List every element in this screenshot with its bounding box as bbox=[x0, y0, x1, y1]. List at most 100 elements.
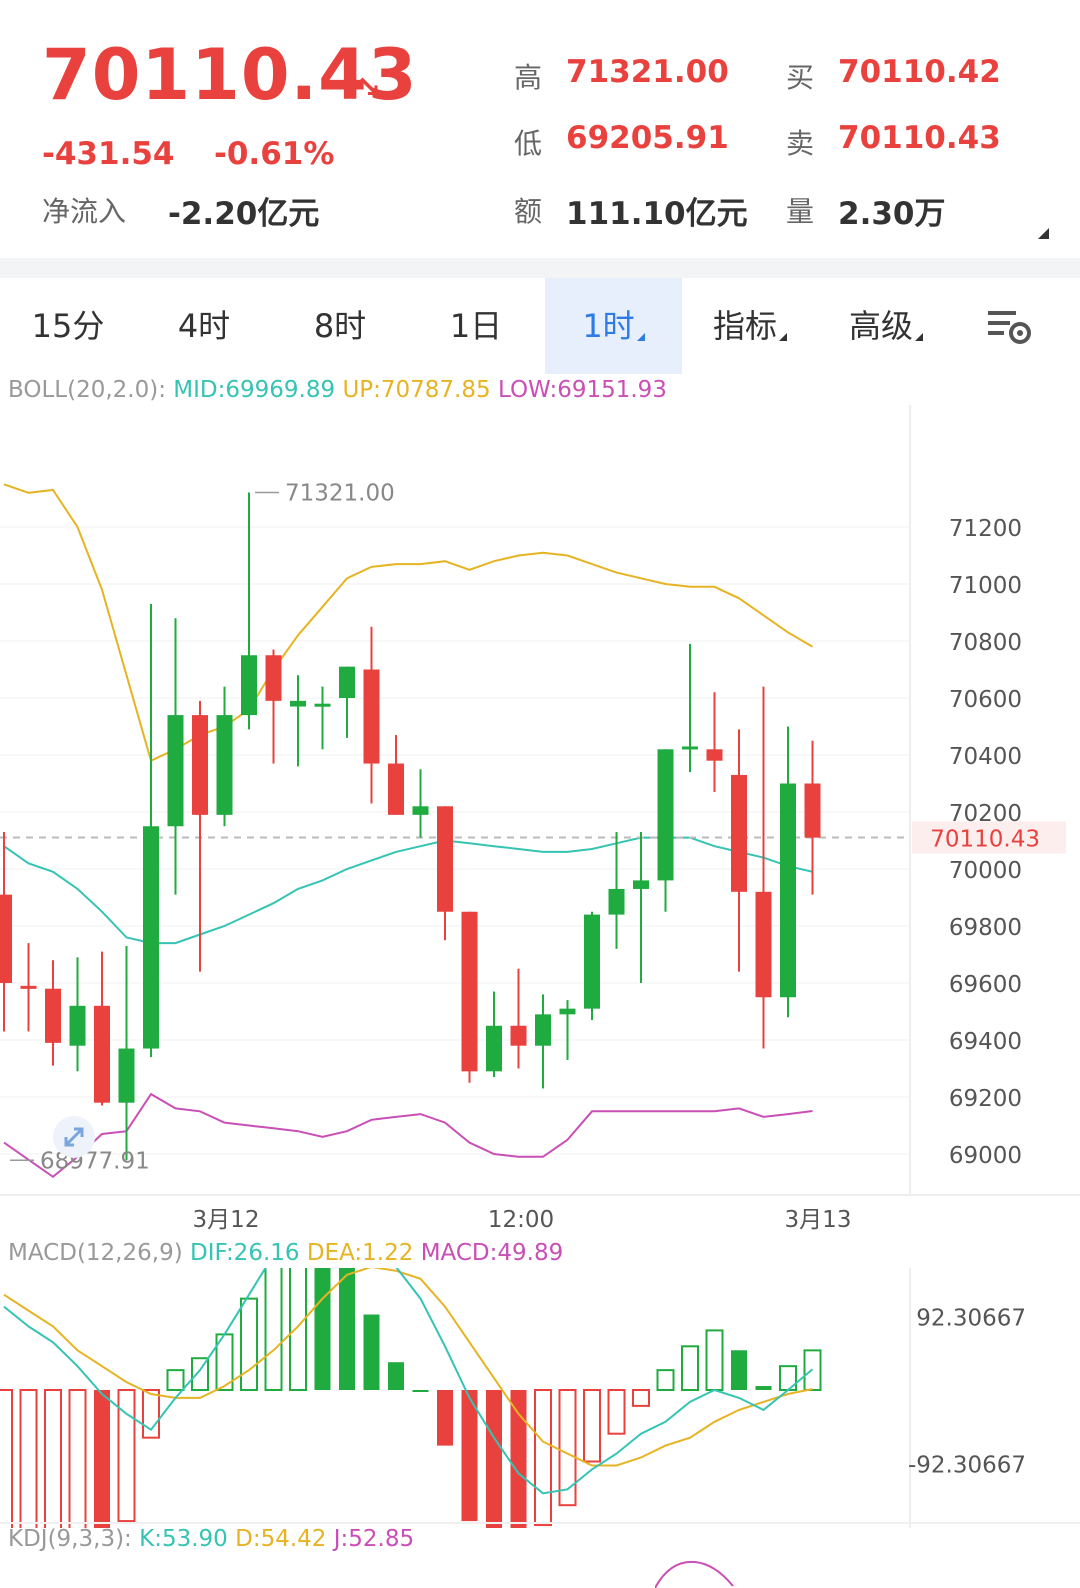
volume-label: 量 bbox=[786, 195, 815, 228]
candle-body bbox=[216, 715, 233, 815]
candle-body bbox=[69, 1005, 86, 1046]
last-price-tag-bg bbox=[912, 821, 1066, 854]
amount-value: 111.10亿元 bbox=[566, 196, 748, 232]
price-change-percent: -0.61% bbox=[214, 136, 335, 172]
high-annotation: 71321.00 bbox=[285, 481, 395, 507]
macd-bar bbox=[755, 1386, 772, 1390]
macd-bar bbox=[0, 1389, 13, 1528]
tab-label: 1时 bbox=[582, 307, 635, 345]
boll-legend: BOLL(20,2.0): MID:69969.89 UP:70787.85 L… bbox=[8, 377, 667, 403]
candle-body bbox=[780, 783, 796, 998]
bid-label: 买 bbox=[786, 61, 815, 94]
candle-body bbox=[143, 826, 159, 1049]
tab-1d[interactable]: 1日 bbox=[408, 278, 544, 374]
candle-body bbox=[339, 666, 355, 698]
macd-bar bbox=[437, 1390, 453, 1446]
y-tick-label: 71000 bbox=[949, 573, 1022, 599]
tab-8h[interactable]: 8时 bbox=[272, 278, 408, 374]
x-tick-label: 3月12 bbox=[193, 1207, 260, 1233]
y-tick-label: 70600 bbox=[949, 687, 1022, 713]
volume-value: 2.30万 bbox=[838, 196, 946, 232]
macd-bar bbox=[264, 1268, 283, 1392]
candle-body bbox=[731, 774, 747, 892]
y-tick-label: 70000 bbox=[949, 858, 1022, 884]
candle-body bbox=[314, 703, 331, 707]
macd-bar bbox=[681, 1345, 699, 1391]
kdj-divider bbox=[0, 1522, 1080, 1524]
macd-bar bbox=[117, 1389, 136, 1523]
candle-body bbox=[94, 1005, 110, 1103]
macd-bar bbox=[510, 1390, 527, 1528]
candle-body bbox=[486, 1025, 502, 1072]
macd-bar bbox=[731, 1350, 747, 1390]
candle-body bbox=[657, 749, 674, 881]
tab-label: 高级 bbox=[848, 307, 913, 345]
dropdown-triangle-icon bbox=[779, 333, 787, 341]
candle-body bbox=[192, 715, 208, 815]
y-tick-label: 69800 bbox=[949, 915, 1022, 941]
boll-low: LOW:69151.93 bbox=[497, 377, 667, 403]
boll-upper-line bbox=[3, 483, 814, 763]
macd-bar bbox=[166, 1369, 185, 1392]
dea-line bbox=[3, 1268, 813, 1467]
candlestick-chart[interactable]: 7120071000708007060070400702007000069800… bbox=[0, 405, 1080, 1235]
candle-body bbox=[167, 715, 184, 827]
candle-body bbox=[755, 891, 772, 998]
kdj-line-fragment bbox=[655, 1560, 734, 1588]
tab-label: 15分 bbox=[31, 307, 105, 345]
expand-corner-icon[interactable] bbox=[1038, 228, 1049, 239]
macd-chart[interactable]: 276.9292.30667-92.30667-276.92 bbox=[0, 1268, 1080, 1528]
macd-bar bbox=[44, 1389, 62, 1528]
y-tick-label: 70800 bbox=[949, 630, 1022, 656]
candle-body bbox=[412, 806, 429, 815]
macd-bar bbox=[558, 1389, 577, 1507]
candle-body bbox=[804, 783, 821, 838]
candle-body bbox=[45, 988, 61, 1043]
macd-bar bbox=[68, 1389, 87, 1528]
macd-bar bbox=[94, 1390, 110, 1528]
macd-dif: DIF:26.16 bbox=[190, 1240, 300, 1266]
tab-1h[interactable]: 1时 bbox=[545, 278, 682, 374]
macd-bar bbox=[191, 1357, 209, 1392]
dif-line bbox=[3, 1268, 814, 1495]
macd-bar bbox=[583, 1389, 601, 1463]
candle-body bbox=[20, 985, 37, 989]
macd-bar bbox=[339, 1268, 355, 1390]
kdj-k: K:53.90 bbox=[139, 1526, 228, 1552]
y-tick-label: 69600 bbox=[949, 972, 1022, 998]
macd-bar bbox=[363, 1314, 380, 1390]
macd-bar bbox=[656, 1369, 675, 1392]
tab-4h[interactable]: 4时 bbox=[136, 278, 272, 374]
candle-body bbox=[706, 749, 723, 761]
macd-bar bbox=[486, 1390, 502, 1528]
quote-header: 70110.43 ↘ -431.54 -0.61% 净流入 -2.20亿元 高 … bbox=[0, 0, 1080, 258]
macd-value: MACD:49.89 bbox=[420, 1240, 564, 1266]
candle-body bbox=[682, 746, 698, 750]
high-label: 高 bbox=[514, 61, 543, 94]
candle-body bbox=[0, 894, 12, 983]
tab-indicators[interactable]: 指标 bbox=[682, 278, 818, 374]
chart-settings-icon[interactable] bbox=[986, 307, 1036, 347]
candle-body bbox=[510, 1025, 527, 1046]
candle-body bbox=[241, 655, 257, 716]
candle-body bbox=[290, 700, 306, 707]
macd-bar bbox=[314, 1268, 331, 1390]
macd-bar bbox=[412, 1390, 429, 1392]
expand-chart-icon[interactable] bbox=[52, 1115, 96, 1159]
candle-body bbox=[118, 1048, 135, 1103]
tab-15m[interactable]: 15分 bbox=[0, 278, 136, 374]
tab-label: 8时 bbox=[313, 307, 367, 345]
candle-body bbox=[535, 1014, 551, 1046]
candle-body bbox=[584, 914, 600, 1009]
y-tick-label: 92.30667 bbox=[916, 1306, 1026, 1332]
price-down-arrow-icon: ↘ bbox=[356, 70, 382, 105]
high-value: 71321.00 bbox=[566, 54, 729, 90]
macd-name: MACD(12,26,9) bbox=[8, 1240, 183, 1266]
bid-value: 70110.42 bbox=[838, 54, 1001, 90]
macd-bar bbox=[632, 1389, 650, 1407]
y-tick-label: 69200 bbox=[949, 1086, 1022, 1112]
candle-body bbox=[388, 763, 404, 815]
macd-bar bbox=[534, 1389, 552, 1527]
tab-advanced[interactable]: 高级 bbox=[818, 278, 954, 374]
price-change: -431.54 bbox=[42, 136, 175, 172]
